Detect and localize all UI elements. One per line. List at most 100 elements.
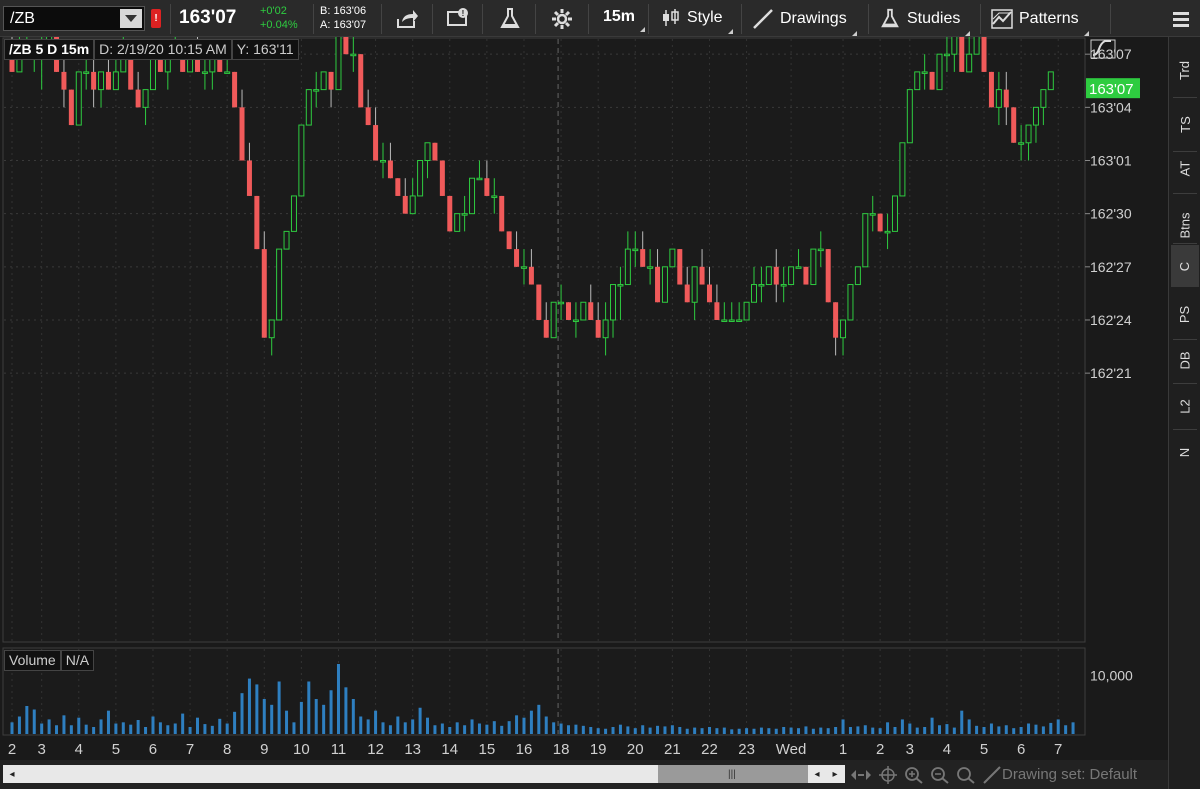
current-price-box [1086,78,1140,99]
fit-icon[interactable] [850,766,872,784]
studies-button[interactable]: Studies [879,8,971,36]
x-tick-label: 3 [906,741,914,758]
tab-n[interactable]: N [1171,427,1199,477]
x-tick-label: 19 [590,741,607,758]
style-button[interactable]: Style [661,8,733,34]
patterns-button[interactable]: Patterns [991,8,1089,36]
candle-body [610,284,617,321]
tab-trd[interactable]: Trd [1171,45,1199,95]
tab-c[interactable]: C [1171,245,1199,287]
scale-style-icon[interactable] [1090,39,1116,59]
volume-bar [893,727,897,734]
volume-bar [351,699,355,734]
volume-bar [529,710,533,734]
volume-bar [196,717,199,734]
volume-bar [233,711,237,734]
candle-body [906,89,913,144]
chevron-down-icon[interactable] [120,9,142,28]
tab-l2[interactable]: L2 [1171,381,1199,431]
zoom-icon[interactable] [956,766,976,784]
candle-body [981,37,987,72]
volume-bar [262,699,266,734]
volume-bar [166,725,170,734]
volume-bar [730,729,734,734]
volume-bar [240,693,244,734]
volume-bar [277,681,281,734]
candle-body [751,284,757,303]
message-icon[interactable]: ! [446,7,470,31]
candle-body [276,248,283,321]
toolbar-divider [313,4,314,34]
y-tick-label: 162'24 [1090,312,1132,328]
timeframe-button[interactable]: 15m [603,8,646,32]
candle-body [795,266,802,269]
price-chart[interactable]: 163'19163'16163'13163'10163'07163'04163'… [0,37,1168,760]
volume-bar [181,713,185,734]
volume-bar [396,716,400,734]
scroll-left-icon[interactable]: ◂ [808,765,826,783]
crosshair-icon[interactable] [878,766,898,784]
candle-body [1025,124,1032,144]
volume-bar [477,723,481,734]
tab-db[interactable]: DB [1171,335,1199,385]
volume-bar [863,725,867,734]
candle-body [825,249,831,303]
volume-label[interactable]: Volume [4,650,61,671]
volume-bar [900,719,904,734]
alert-flag-icon[interactable]: ! [151,9,161,28]
volume-bar [700,728,704,734]
scroll-left-icon[interactable]: ◂ [3,765,21,783]
volume-bar [707,727,711,734]
tab-ts[interactable]: TS [1171,99,1199,149]
volume-bar [611,727,615,734]
tab-label: N [1177,447,1193,457]
candle-body [862,213,869,268]
symbol-text: /ZB [10,9,35,27]
symbol-input[interactable]: /ZB [3,6,145,31]
x-tick-label: 18 [553,741,570,758]
scrollbar-thumb[interactable] [658,765,808,783]
gear-icon[interactable] [550,7,574,31]
candle-body [684,284,690,303]
candle-body [432,142,438,161]
volume-bar [1019,727,1023,734]
volume-bar [552,722,556,734]
volume-bar [856,726,860,734]
chart-symbol-period[interactable]: /ZB 5 D 15m [4,39,95,60]
y-axis-ticks: 163'19163'16163'13163'10163'07163'04163'… [1085,46,1132,381]
volume-bar [62,715,66,734]
net-change-percent: +0.04% [260,19,298,31]
volume-bar [470,719,474,734]
volume-tick-label: 10,000 [1090,668,1133,684]
scroll-right-icon[interactable]: ▸ [826,765,844,783]
candle-body [995,89,1002,108]
chevron-corner-icon [1083,31,1089,36]
close-icon[interactable] [1172,10,1190,28]
zoom-in-icon[interactable] [904,766,924,784]
tab-at[interactable]: AT [1171,143,1199,193]
candle-body [491,195,498,198]
candle-body [261,249,267,338]
horizontal-scrollbar[interactable] [3,765,845,783]
toolbar-divider [588,4,589,34]
drawing-set-label[interactable]: Drawing set: Default [1002,766,1138,783]
candle-body [921,71,928,74]
x-tick-label: 4 [943,741,951,758]
x-tick-label: 16 [516,741,533,758]
tab-label: Trd [1177,60,1193,80]
tab-ps[interactable]: PS [1171,289,1199,339]
pencil-icon[interactable] [982,766,1002,784]
zoom-out-icon[interactable] [930,766,950,784]
share-icon[interactable] [395,7,419,31]
candle-body [528,266,534,285]
flask-icon[interactable] [498,7,522,31]
candle-body [580,301,587,321]
volume-bar [440,723,444,734]
volume-bar [559,723,563,734]
chevron-corner-icon [727,29,733,34]
tab-label: DB [1177,350,1193,370]
volume-bar [515,715,519,734]
volume-bar [55,725,59,734]
volume-bar [819,727,823,734]
drawings-button[interactable]: Drawings [752,8,857,36]
